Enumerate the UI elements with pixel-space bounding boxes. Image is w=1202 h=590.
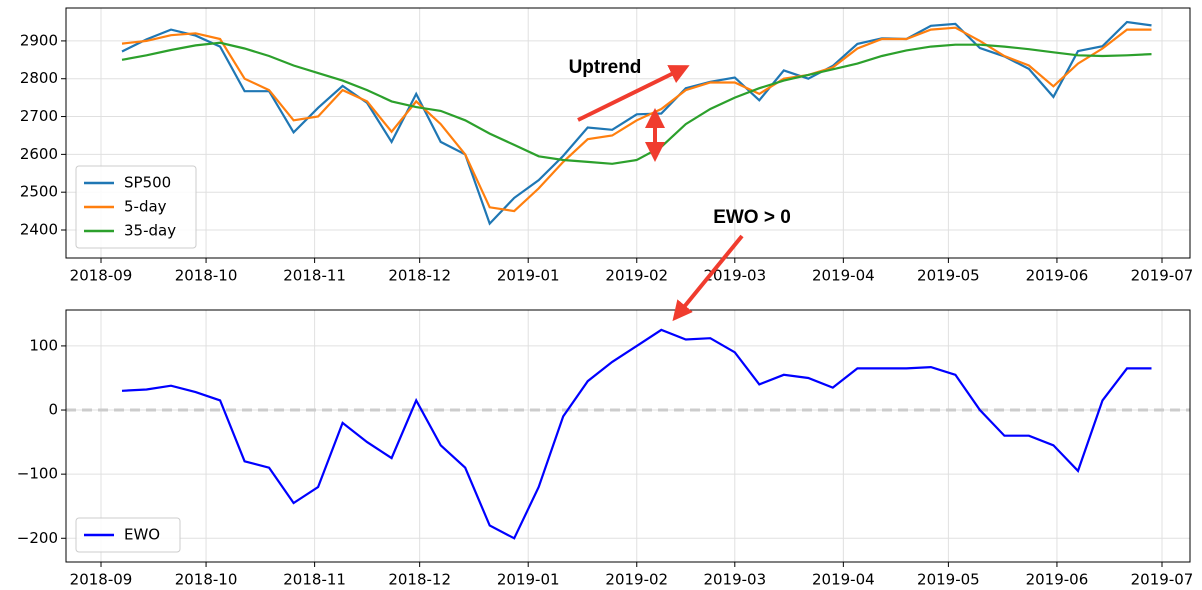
x-tick-label: 2019-02 [605, 571, 668, 589]
y-tick-label: −200 [17, 529, 58, 547]
legend-label: EWO [124, 526, 160, 544]
y-tick-label: 2800 [20, 69, 58, 87]
plot-frame [65, 309, 1191, 563]
y-tick-label: 2500 [20, 183, 58, 201]
plot-frame [65, 7, 1191, 259]
legend-label: 35-day [124, 222, 176, 240]
y-tick-label: 2700 [20, 107, 58, 125]
x-tick-label: 2019-06 [1026, 571, 1089, 589]
annotation: Uptrend [569, 57, 642, 78]
x-tick-label: 2018-10 [175, 267, 238, 285]
x-tick-label: 2019-07 [1131, 267, 1194, 285]
x-tick-label: 2019-05 [917, 571, 980, 589]
x-tick-label: 2019-06 [1026, 267, 1089, 285]
annotation: EWO > 0 [713, 207, 791, 228]
x-tick-label: 2018-09 [70, 267, 133, 285]
x-tick-label: 2018-11 [283, 571, 346, 589]
legend-box [75, 517, 181, 553]
y-tick-label: 0 [48, 401, 58, 419]
x-tick-label: 2018-11 [283, 267, 346, 285]
x-tick-label: 2018-09 [70, 571, 133, 589]
y-tick-label: 2600 [20, 145, 58, 163]
x-tick-label: 2019-03 [703, 571, 766, 589]
x-tick-label: 2019-04 [812, 571, 875, 589]
x-tick-label: 2019-03 [703, 267, 766, 285]
series-line [121, 26, 1152, 213]
y-tick-label: −100 [17, 465, 58, 483]
annotation-arrow [577, 65, 690, 122]
x-tick-label: 2019-05 [917, 267, 980, 285]
annotation-arrow [672, 234, 744, 322]
price-panel: 2018-09 2018-10 2018-11 2018-12 2019-01 2019-… [20, 7, 1194, 285]
series-line [121, 20, 1152, 226]
legend-box [75, 165, 197, 249]
x-tick-label: 2019-07 [1131, 571, 1194, 589]
legend-label: SP500 [124, 174, 171, 192]
x-tick-label: 2019-01 [497, 571, 560, 589]
legend-label: 5-day [124, 198, 167, 216]
y-tick-label: 2900 [20, 31, 58, 49]
x-tick-label: 2019-04 [812, 267, 875, 285]
x-tick-label: 2019-01 [497, 267, 560, 285]
x-tick-label: 2019-02 [605, 267, 668, 285]
series-line [121, 328, 1152, 540]
x-tick-label: 2018-10 [175, 571, 238, 589]
x-tick-label: 2018-12 [388, 571, 451, 589]
x-tick-label: 2018-12 [388, 267, 451, 285]
series-line [121, 41, 1152, 165]
ewo-panel: 2018-09 2018-10 2018-11 2018-12 2019-01 2019-… [17, 309, 1194, 589]
y-tick-label: 100 [29, 336, 58, 354]
y-tick-label: 2400 [20, 221, 58, 239]
